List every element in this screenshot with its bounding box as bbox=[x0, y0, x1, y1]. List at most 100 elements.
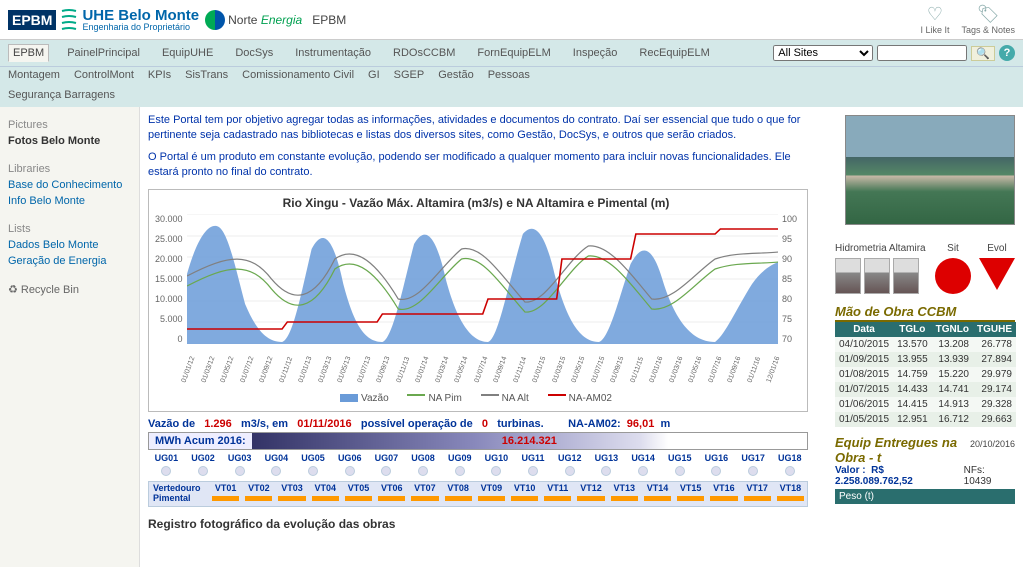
recycle-bin[interactable]: ♻ Recycle Bin bbox=[8, 283, 131, 296]
nav-tab[interactable]: GI bbox=[368, 69, 380, 81]
vt-bar[interactable] bbox=[345, 496, 372, 501]
ug-dot[interactable] bbox=[601, 466, 611, 476]
nav-tab[interactable]: Inspeção bbox=[569, 45, 622, 61]
bottom-heading: Registro fotográfico da evolução das obr… bbox=[148, 517, 808, 531]
intro-text: Este Portal tem por objetivo agregar tod… bbox=[148, 113, 808, 181]
ug-dot[interactable] bbox=[748, 466, 758, 476]
ug-dot[interactable] bbox=[161, 466, 171, 476]
logo-line2: Engenharia do Proprietário bbox=[82, 23, 199, 32]
ug-dot[interactable] bbox=[455, 466, 465, 476]
ug-header: UG13 bbox=[588, 452, 625, 464]
nav-tab[interactable]: Gestão bbox=[438, 69, 473, 81]
ug-dot[interactable] bbox=[418, 466, 428, 476]
ug-dot[interactable] bbox=[711, 466, 721, 476]
nav-tab[interactable]: SGEP bbox=[394, 69, 425, 81]
nav-tab[interactable]: Instrumentação bbox=[291, 45, 375, 61]
ug-dot[interactable] bbox=[528, 466, 538, 476]
nav-tab[interactable]: SisTrans bbox=[185, 69, 228, 81]
ug-dot[interactable] bbox=[491, 466, 501, 476]
vt-bar[interactable] bbox=[644, 496, 671, 501]
vt-bar[interactable] bbox=[744, 496, 771, 501]
vt-header: VT05 bbox=[342, 482, 375, 494]
nav-tab[interactable]: Comissionamento Civil bbox=[242, 69, 354, 81]
vt-bar[interactable] bbox=[611, 496, 638, 501]
navbar-row2: Montagem ControlMont KPIs SisTrans Comission… bbox=[0, 67, 1023, 87]
vt-header: VT18 bbox=[774, 482, 807, 494]
vt-grid: Vertedouro Pimental VT01VT02VT03VT04VT05… bbox=[148, 481, 808, 507]
vt-header: VT15 bbox=[674, 482, 707, 494]
vt-bar[interactable] bbox=[245, 496, 272, 501]
ug-dot[interactable] bbox=[638, 466, 648, 476]
site-title: EPBM bbox=[312, 13, 346, 27]
vt-bar[interactable] bbox=[478, 496, 505, 501]
logo-norte[interactable]: Norte Energia bbox=[205, 10, 302, 30]
sidebar-base[interactable]: Base do Conhecimento bbox=[8, 177, 131, 193]
ug-dot[interactable] bbox=[235, 466, 245, 476]
ug-header: UG08 bbox=[405, 452, 442, 464]
hidro-label: Hidrometria Altamira bbox=[835, 243, 927, 254]
vt-header: VT16 bbox=[707, 482, 740, 494]
vt-bar[interactable] bbox=[278, 496, 305, 501]
globe-icon bbox=[205, 10, 225, 30]
vt-bar[interactable] bbox=[777, 496, 804, 501]
ug-dot[interactable] bbox=[198, 466, 208, 476]
nav-tab[interactable]: DocSys bbox=[231, 45, 277, 61]
search-button[interactable]: 🔍 bbox=[971, 46, 995, 61]
vt-bar[interactable] bbox=[411, 496, 438, 501]
vt-bar[interactable] bbox=[312, 496, 339, 501]
ug-dot[interactable] bbox=[271, 466, 281, 476]
equip-date: 20/10/2016 bbox=[970, 439, 1015, 449]
vt-bar[interactable] bbox=[511, 496, 538, 501]
ug-dot[interactable] bbox=[675, 466, 685, 476]
help-icon[interactable]: ? bbox=[999, 45, 1015, 61]
hidro-thumb[interactable] bbox=[893, 258, 919, 294]
hidro-thumb[interactable] bbox=[864, 258, 890, 294]
sit-indicator[interactable] bbox=[935, 258, 971, 294]
nav-tab[interactable]: RDOsCCBM bbox=[389, 45, 459, 61]
ug-dot[interactable] bbox=[308, 466, 318, 476]
ug-grid: UG01UG02UG03UG04UG05UG06UG07UG08UG09UG10… bbox=[148, 452, 808, 478]
tags-notes[interactable]: 🏷 Tags & Notes bbox=[961, 4, 1015, 35]
chart-plot bbox=[187, 214, 778, 344]
vt-bar[interactable] bbox=[677, 496, 704, 501]
ug-dot[interactable] bbox=[381, 466, 391, 476]
ug-header: UG12 bbox=[551, 452, 588, 464]
hidro-thumb[interactable] bbox=[835, 258, 861, 294]
nav-tab[interactable]: Montagem bbox=[8, 69, 60, 81]
vt-header: VT06 bbox=[375, 482, 408, 494]
evol-indicator[interactable] bbox=[979, 258, 1015, 290]
site-select[interactable]: All Sites bbox=[773, 45, 873, 61]
i-like-it[interactable]: ♡ I Like It bbox=[920, 4, 949, 35]
ug-header: UG10 bbox=[478, 452, 515, 464]
sidebar-dados[interactable]: Dados Belo Monte bbox=[8, 237, 131, 253]
nav-tab[interactable]: ControlMont bbox=[74, 69, 134, 81]
vt-bar[interactable] bbox=[710, 496, 737, 501]
nav-tab[interactable]: EPBM bbox=[8, 44, 49, 62]
nav-tab[interactable]: RecEquipELM bbox=[635, 45, 713, 61]
vt-bar[interactable] bbox=[544, 496, 571, 501]
ug-dot[interactable] bbox=[345, 466, 355, 476]
sidebar-geracao[interactable]: Geração de Energia bbox=[8, 253, 131, 269]
nav-tab[interactable]: EquipUHE bbox=[158, 45, 217, 61]
nav-tab[interactable]: Pessoas bbox=[488, 69, 530, 81]
logo-epbm[interactable]: EPBM UHE Belo Monte Engenharia do Propri… bbox=[8, 7, 199, 33]
nav-tab[interactable]: PainelPrincipal bbox=[63, 45, 144, 61]
ug-dot[interactable] bbox=[785, 466, 795, 476]
status-row: Vazão de 1.296 m3/s, em 01/11/2016 possí… bbox=[148, 418, 808, 430]
sidebar-info[interactable]: Info Belo Monte bbox=[8, 193, 131, 209]
vt-header: VT08 bbox=[442, 482, 475, 494]
vt-bar[interactable] bbox=[378, 496, 405, 501]
ug-dot[interactable] bbox=[565, 466, 575, 476]
ug-header: UG05 bbox=[295, 452, 332, 464]
header: EPBM UHE Belo Monte Engenharia do Propri… bbox=[0, 0, 1023, 40]
vt-bar[interactable] bbox=[577, 496, 604, 501]
nav-tab[interactable]: FornEquipELM bbox=[473, 45, 554, 61]
ug-header: UG02 bbox=[185, 452, 222, 464]
vt-bar[interactable] bbox=[212, 496, 239, 501]
search-input[interactable] bbox=[877, 45, 967, 61]
vt-bar[interactable] bbox=[445, 496, 472, 501]
nav-tab[interactable]: Segurança Barragens bbox=[8, 89, 115, 101]
norte-text: Norte Energia bbox=[228, 13, 302, 27]
nav-tab[interactable]: KPIs bbox=[148, 69, 171, 81]
sidebar-fotos[interactable]: Fotos Belo Monte bbox=[8, 133, 131, 149]
